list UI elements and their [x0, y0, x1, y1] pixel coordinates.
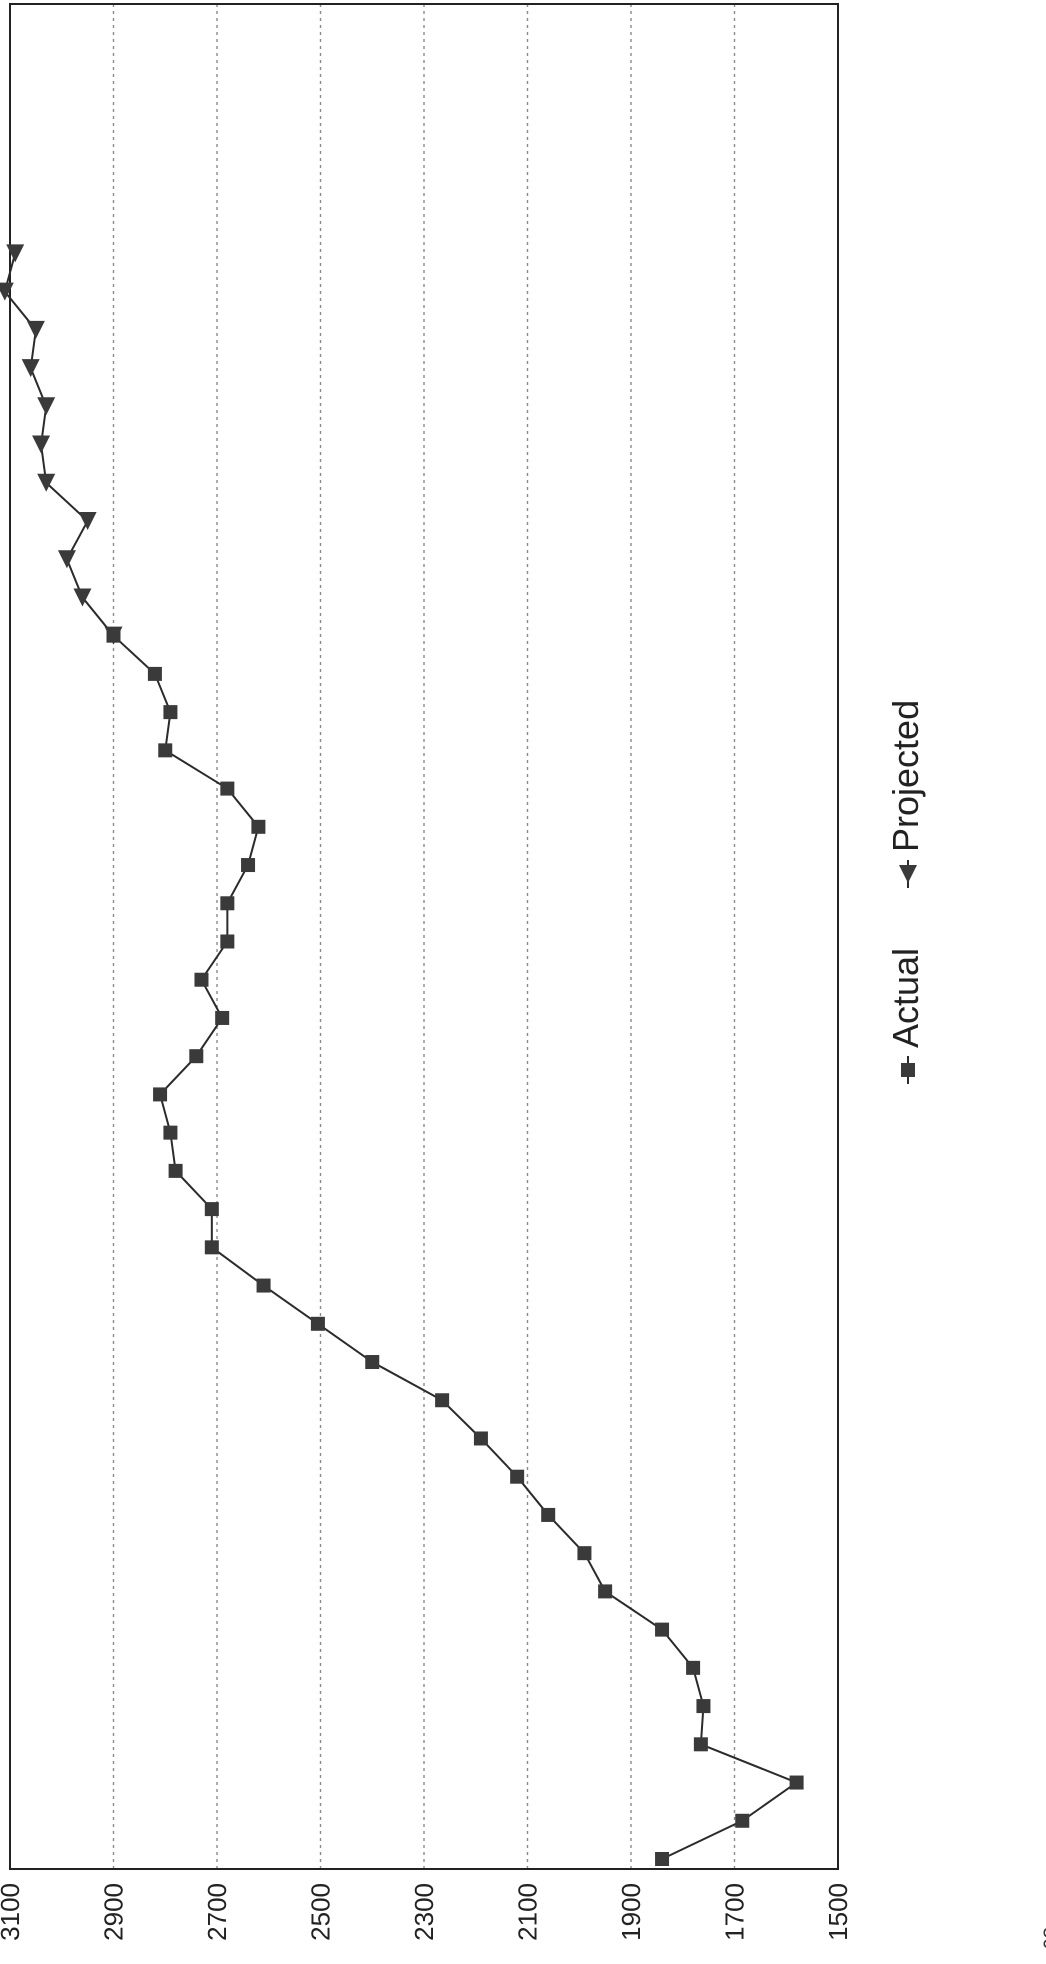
point-actual: [158, 743, 173, 758]
point-actual: [693, 1737, 708, 1752]
point-projected: [37, 397, 56, 416]
point-actual: [204, 1202, 219, 1217]
point-actual: [577, 1546, 592, 1561]
legend-marker-actual: [901, 1063, 915, 1077]
point-actual: [220, 934, 235, 949]
point-actual: [365, 1355, 380, 1370]
point-projected: [32, 435, 51, 454]
point-projected: [104, 626, 123, 645]
point-actual: [215, 1010, 230, 1025]
plot-frame: [9, 3, 839, 1870]
point-actual: [789, 1775, 804, 1790]
point-actual: [220, 781, 235, 796]
point-projected: [78, 511, 97, 530]
point-projected: [73, 588, 92, 607]
point-projected: [26, 320, 45, 339]
point-actual: [310, 1316, 325, 1331]
point-actual: [147, 666, 162, 681]
point-actual: [220, 896, 235, 911]
point-actual: [168, 1163, 183, 1178]
point-actual: [655, 1622, 670, 1637]
point-actual: [686, 1660, 701, 1675]
legend-label-projected: Projected: [885, 700, 926, 852]
y-tick-label: 3100: [0, 1883, 25, 1941]
point-projected: [57, 550, 76, 569]
point-actual: [163, 705, 178, 720]
y-tick-label: 2900: [99, 1883, 129, 1941]
point-actual: [655, 1852, 670, 1866]
y-tick-label: 1700: [720, 1883, 750, 1941]
point-actual: [435, 1393, 450, 1408]
point-actual: [153, 1087, 168, 1102]
point-actual: [598, 1584, 613, 1599]
point-actual: [163, 1125, 178, 1140]
point-actual: [251, 819, 266, 834]
point-actual: [189, 1049, 204, 1064]
point-actual: [473, 1431, 488, 1446]
y-tick-label: 1500: [823, 1883, 853, 1941]
y-tick-label: 2700: [202, 1883, 232, 1941]
point-actual: [510, 1469, 525, 1484]
y-tick-label: 2100: [513, 1883, 543, 1941]
point-actual: [256, 1278, 271, 1293]
y-tick-label: 2300: [409, 1883, 439, 1941]
point-actual: [696, 1699, 711, 1714]
point-actual: [241, 858, 256, 873]
page-number: -30-: [1039, 1920, 1046, 1956]
series-line-projected: [3, 253, 115, 637]
point-actual: [204, 1240, 219, 1255]
point-actual: [194, 972, 209, 987]
y-tick-label: 1900: [616, 1883, 646, 1941]
legend-marker-projected: [899, 865, 917, 883]
point-projected: [21, 359, 40, 378]
point-projected: [37, 473, 56, 492]
y-tick-label: 2500: [306, 1883, 336, 1941]
point-actual: [541, 1507, 556, 1522]
point-projected: [0, 282, 14, 301]
point-projected: [6, 244, 25, 263]
point-actual: [735, 1813, 750, 1828]
legend-label-actual: Actual: [885, 948, 926, 1048]
